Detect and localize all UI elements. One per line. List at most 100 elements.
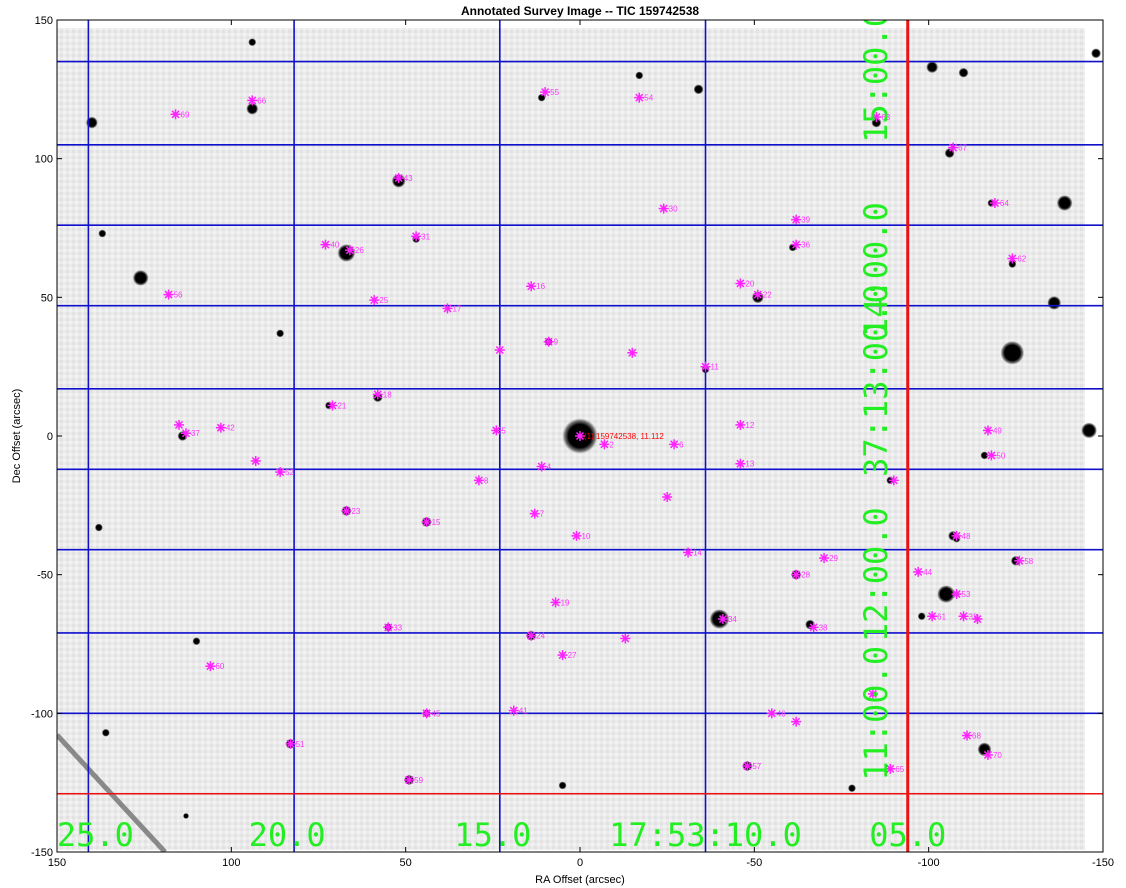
star-47: [847, 784, 856, 793]
star-35: [635, 71, 644, 80]
source-marker-26: [344, 245, 355, 256]
source-label-19: 19: [561, 598, 570, 607]
source-label-18: 18: [383, 390, 392, 399]
source-label-66: 66: [257, 96, 266, 105]
source-marker-56: [163, 289, 174, 300]
source-marker-10-d2: [572, 531, 581, 540]
source-marker-40: [320, 239, 331, 250]
source-marker-62-d2: [1008, 254, 1017, 263]
source-label-63: 63: [881, 113, 890, 122]
unlabeled-source-marker-0-d2: [495, 345, 504, 355]
source-marker-58-d2: [1015, 556, 1024, 565]
source-marker-41: [508, 705, 519, 716]
source-marker-67: [948, 142, 959, 153]
unlabeled-source-marker-3-d2: [663, 492, 672, 502]
source-marker-40-d2: [321, 240, 330, 249]
source-marker-66-d2: [248, 96, 257, 105]
source-label-44: 44: [923, 568, 932, 577]
source-marker-69: [170, 109, 181, 120]
source-label-39: 39: [801, 216, 810, 225]
source-label-65: 65: [895, 765, 904, 774]
unlabeled-source-marker-0: [494, 345, 505, 356]
source-marker-12-d2: [736, 420, 745, 429]
ra-grid-label-1: 20.0: [249, 816, 326, 854]
unlabeled-source-marker-9-d2: [175, 420, 184, 429]
source-marker-22: [752, 289, 763, 300]
source-marker-24: [526, 630, 537, 641]
source-marker-46-d2: [767, 709, 776, 718]
source-marker-19-d2: [551, 598, 560, 607]
source-label-27: 27: [568, 651, 577, 660]
source-marker-6-d2: [670, 440, 679, 449]
x-tick-label-3: 0: [577, 857, 583, 869]
source-marker-27: [557, 650, 568, 661]
source-label-48: 48: [962, 532, 971, 541]
x-tick-label-5: -100: [918, 857, 940, 869]
source-markers: 2456789101112131415161718192021222324252…: [163, 87, 1034, 785]
source-marker-50: [986, 450, 997, 461]
ra-grid-label-4: 05.0: [869, 816, 946, 854]
source-marker-66: [247, 95, 258, 106]
source-marker-54-d2: [635, 93, 644, 102]
source-marker-31: [411, 231, 422, 242]
source-marker-12: [735, 419, 746, 430]
source-marker-48: [951, 530, 962, 541]
source-label-30: 30: [669, 205, 678, 214]
source-marker-23-d2: [342, 506, 351, 515]
source-marker-70: [982, 749, 993, 760]
source-marker-37: [181, 428, 192, 439]
y-tick-label-4: -50: [37, 570, 53, 582]
source-label-67: 67: [958, 144, 967, 153]
source-marker-17-d2: [443, 304, 452, 313]
source-marker-42-d2: [216, 423, 225, 432]
source-label-2: 2: [609, 440, 614, 449]
source-marker-4-d2: [537, 462, 546, 471]
source-label-11: 11: [711, 363, 720, 372]
star-48: [276, 329, 285, 338]
source-marker-25-d2: [370, 296, 379, 305]
source-marker-17: [442, 303, 453, 314]
source-label-17: 17: [453, 304, 462, 313]
ra-grid-label-3: 17:53:10.0: [609, 816, 802, 854]
source-label-59: 59: [414, 776, 423, 785]
source-marker-20-d2: [736, 279, 745, 288]
source-marker-18-d2: [373, 390, 382, 399]
source-label-70: 70: [993, 751, 1002, 760]
source-marker-9: [543, 336, 554, 347]
source-label-7: 7: [540, 510, 545, 519]
unlabeled-source-marker-3: [662, 492, 673, 503]
source-label-28: 28: [801, 571, 810, 580]
source-marker-60-d2: [206, 662, 215, 671]
source-marker-38: [808, 622, 819, 633]
source-label-33: 33: [393, 623, 402, 632]
source-marker-16-d2: [527, 282, 536, 291]
source-marker-65: [885, 763, 896, 774]
source-marker-70-d2: [983, 750, 992, 759]
source-marker-5-d2: [492, 426, 501, 435]
star-53: [183, 812, 190, 819]
source-marker-53: [951, 589, 962, 600]
star-41: [980, 451, 989, 460]
source-marker-32: [958, 611, 969, 622]
star-15: [958, 67, 969, 78]
star-3: [132, 269, 149, 286]
source-marker-57: [742, 761, 753, 772]
star-46: [917, 612, 926, 621]
target-label: (1) 159742538, 11.112: [584, 432, 664, 441]
grid-coordinate-labels: 25.0 20.0 15.0 17:53:10.0 05.0 15:00.0 14:00.0…: [57, 20, 946, 854]
source-marker-51: [285, 738, 296, 749]
source-marker-30-d2: [659, 204, 668, 213]
source-marker-42: [215, 422, 226, 433]
figure-title: Annotated Survey Image -- TIC 159742538: [461, 4, 699, 18]
star-6: [937, 585, 956, 604]
unlabeled-source-marker-2-d2: [251, 456, 260, 465]
source-marker-14-d2: [684, 548, 693, 557]
unlabeled-source-marker-9: [174, 419, 185, 430]
dec-grid-label-4: 11:00.0: [857, 646, 895, 781]
x-tick-label-6: -150: [1092, 857, 1114, 869]
x-tick-label-1: 100: [222, 857, 240, 869]
source-marker-28: [791, 569, 802, 580]
source-marker-13-d2: [736, 459, 745, 468]
source-label-31: 31: [421, 232, 430, 241]
